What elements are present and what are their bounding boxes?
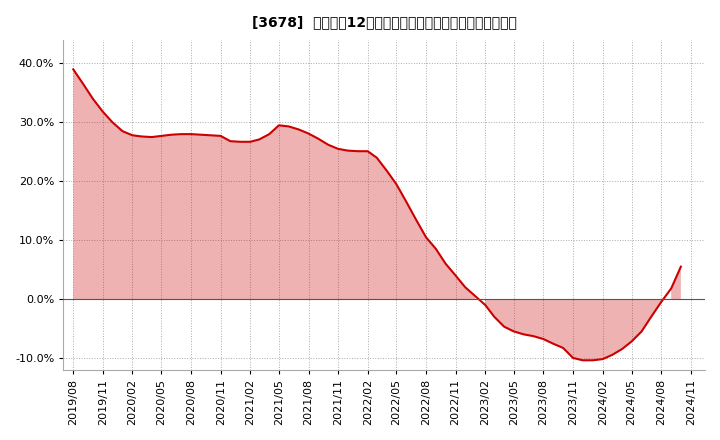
Title: [3678]  売上高の12か月移動合計の対前年同期増減率の推移: [3678] 売上高の12か月移動合計の対前年同期増減率の推移: [252, 15, 516, 29]
